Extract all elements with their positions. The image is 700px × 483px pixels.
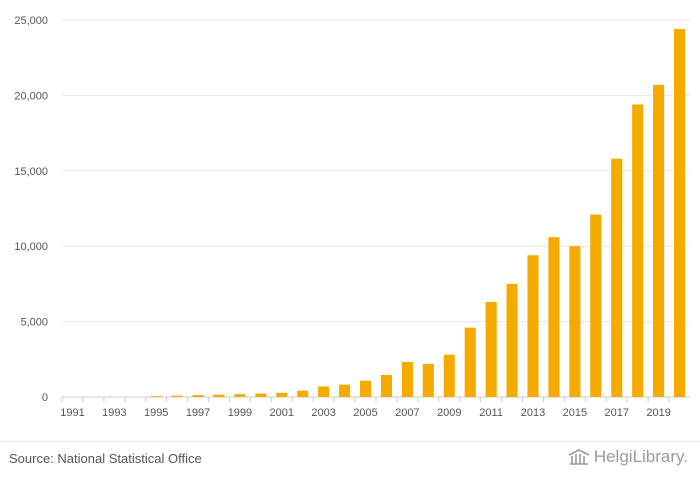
- bar: [276, 392, 288, 397]
- x-tick-label: 1997: [186, 407, 210, 419]
- y-axis-ticks: 0 5,000 10,000 15,000 20,000 25,000: [14, 15, 48, 404]
- bar: [506, 283, 518, 397]
- x-tick-label: 1991: [60, 407, 84, 419]
- x-tick-label: 2017: [604, 407, 628, 419]
- bar: [255, 393, 267, 397]
- footer-divider: [0, 441, 700, 442]
- x-tick-label: 2019: [646, 407, 670, 419]
- bar: [611, 158, 623, 397]
- bar: [569, 246, 581, 397]
- bar: [192, 395, 204, 397]
- bar: [422, 363, 434, 397]
- bar: [464, 327, 476, 397]
- y-tick-label: 0: [42, 392, 48, 404]
- source-note: Source: National Statistical Office: [9, 451, 202, 466]
- bar: [443, 354, 455, 397]
- brand-name: HelgiLibrary.: [593, 447, 688, 466]
- bar: [590, 214, 602, 397]
- x-tick-label: 2007: [395, 407, 419, 419]
- bar: [150, 396, 162, 397]
- bars: [150, 29, 686, 398]
- helgilibrary-logo[interactable]: HelgiLibrary.: [568, 447, 688, 467]
- y-tick-label: 20,000: [14, 90, 48, 102]
- bar: [401, 362, 413, 397]
- bar: [548, 237, 560, 397]
- bar: [380, 374, 393, 397]
- bar: [485, 301, 497, 397]
- bar: [527, 255, 539, 397]
- bar: [234, 394, 246, 397]
- bar: [339, 384, 351, 397]
- bar: [653, 84, 665, 398]
- x-tick-label: 2003: [311, 407, 335, 419]
- bar: [632, 104, 644, 397]
- bar: [318, 386, 330, 397]
- bar: [359, 380, 372, 397]
- bar: [213, 394, 225, 397]
- x-tick-label: 1999: [228, 407, 252, 419]
- bar: [171, 395, 183, 397]
- x-tick-label: 1995: [144, 407, 168, 419]
- y-tick-label: 10,000: [14, 241, 48, 253]
- bar: [297, 390, 309, 397]
- x-tick-label: 2009: [437, 407, 461, 419]
- library-icon: [568, 449, 590, 465]
- x-tick-label: 2013: [521, 407, 545, 419]
- x-tick-label: 1993: [102, 407, 126, 419]
- x-tick-label: 2011: [479, 407, 503, 419]
- x-tick-label: 2005: [353, 407, 377, 419]
- bar: [673, 29, 686, 397]
- x-tick-label: 2001: [270, 407, 294, 419]
- y-tick-label: 15,000: [14, 166, 48, 178]
- x-axis-ticks: 1991 1993 1995 1997 1999 2001 2003 2005 2007 2009…: [60, 397, 671, 419]
- x-tick-label: 2015: [563, 407, 587, 419]
- y-tick-label: 25,000: [14, 15, 48, 27]
- y-tick-label: 5,000: [20, 317, 48, 329]
